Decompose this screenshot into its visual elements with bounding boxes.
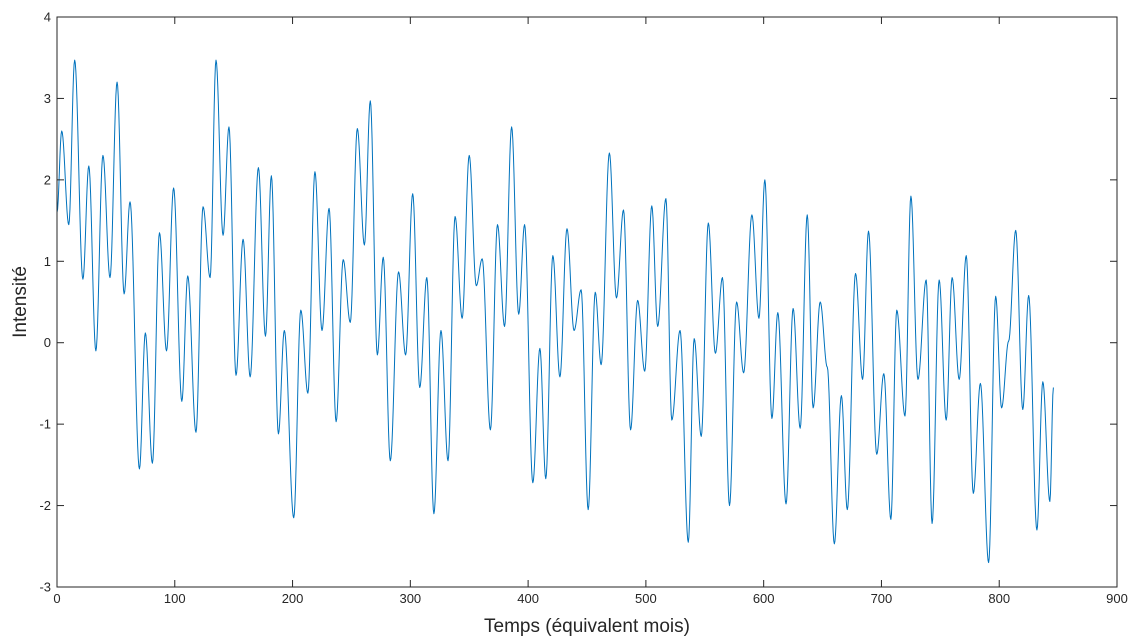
x-tick-label: 100 [164,591,186,606]
x-tick-label: 0 [53,591,60,606]
x-tick-label: 400 [517,591,539,606]
y-tick-label: 2 [44,172,51,187]
x-tick-label: 800 [988,591,1010,606]
y-tick-label: 3 [44,91,51,106]
y-tick-label: -1 [39,417,51,432]
x-axis-label: Temps (équivalent mois) [484,616,690,637]
x-tick-label: 600 [753,591,775,606]
axes-box [56,16,1118,588]
y-tick-label: 4 [44,10,51,25]
series-layer [56,59,1054,564]
x-tick-label: 200 [282,591,304,606]
y-axis-ticks: -3 -2 -1 0 1 2 3 4 [39,10,1117,595]
x-tick-label: 700 [871,591,893,606]
x-tick-label: 900 [1106,591,1128,606]
x-tick-label: 300 [399,591,421,606]
y-tick-label: 0 [44,335,51,350]
x-tick-label: 500 [635,591,657,606]
y-axis-label: Intensité [10,266,31,338]
y-tick-label: 1 [44,254,51,269]
x-axis-ticks: 0 100 200 300 400 500 600 700 800 900 [53,17,1128,606]
y-tick-label: -2 [39,498,51,513]
y-tick-label: -3 [39,580,51,595]
series-line [56,59,1054,564]
